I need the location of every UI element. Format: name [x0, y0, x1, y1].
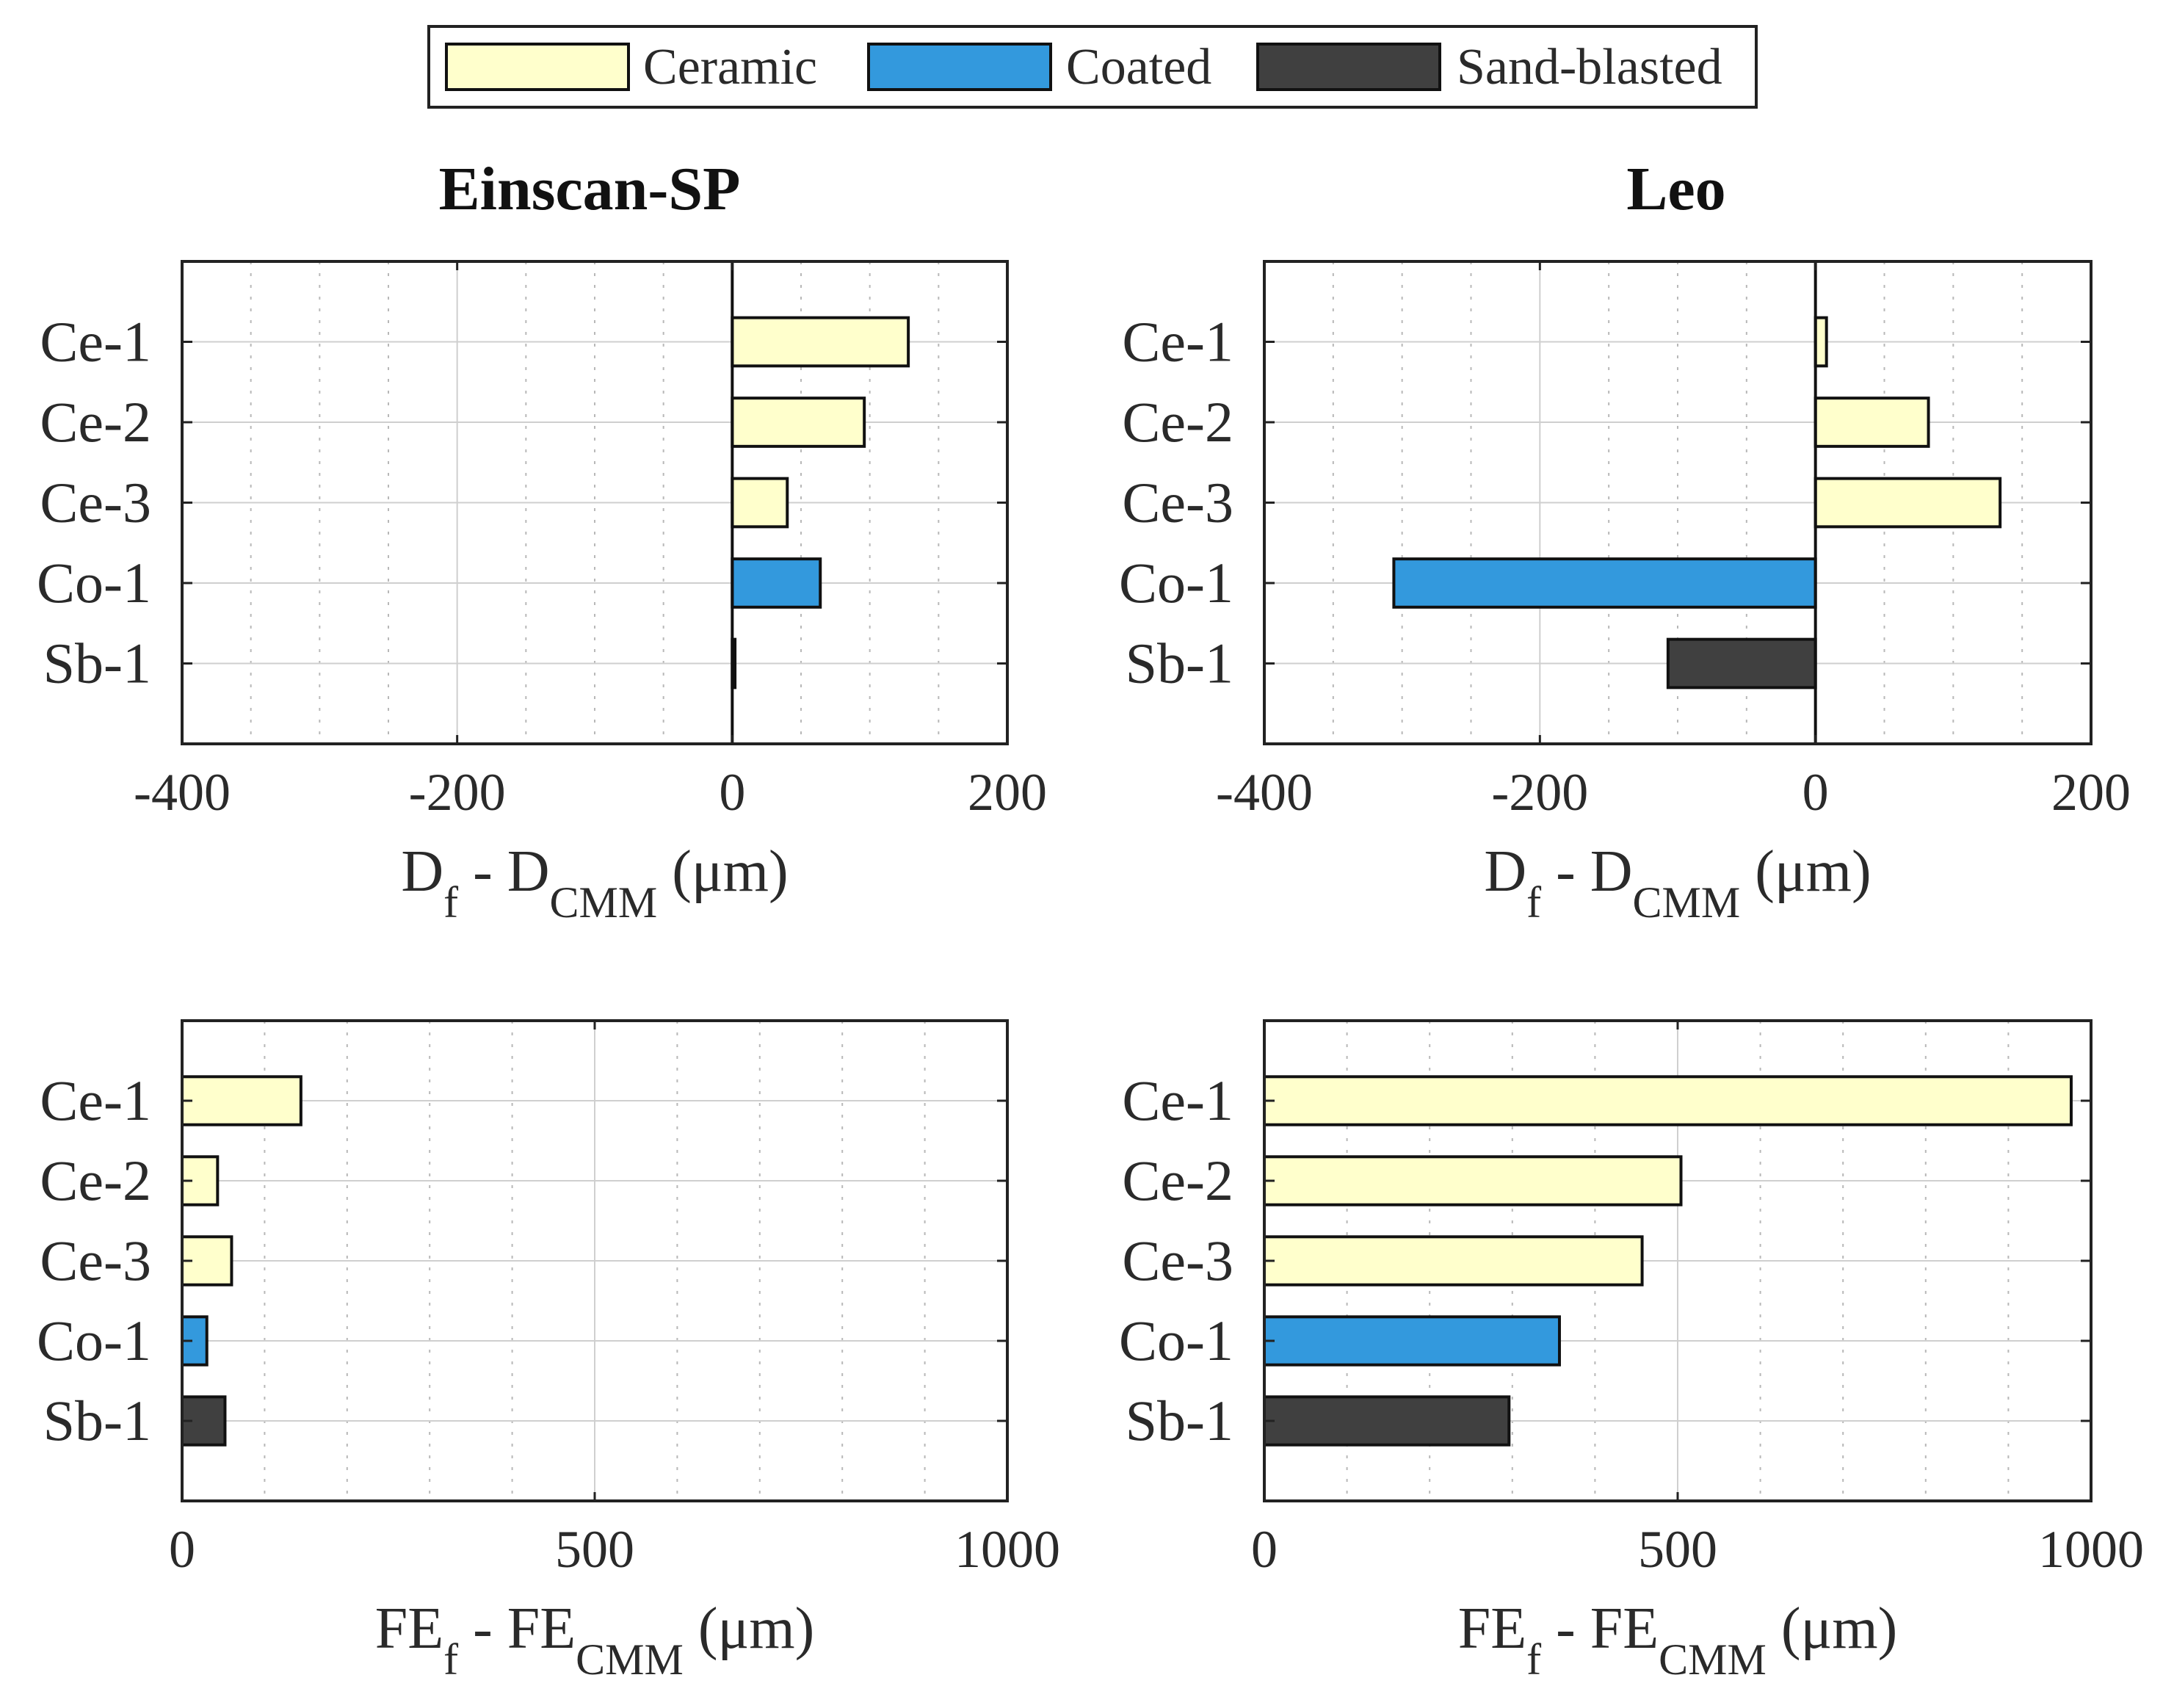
chart-0-x-axis-title-main: D — [401, 839, 443, 904]
chart-0-x-axis-title-mid: - D — [458, 839, 549, 904]
chart-2-x-axis-title-unit: (μm) — [684, 1596, 814, 1661]
chart-0-category-label: Ce-3 — [40, 471, 151, 535]
chart-3-x-axis-title-sub1: f — [1526, 1635, 1541, 1684]
chart-0-bar-ce-1 — [731, 316, 910, 368]
chart-2-x-tick-label: 500 — [555, 1520, 634, 1579]
chart-0-bar-ce-3 — [731, 477, 789, 529]
chart-1-bar-co-1 — [1392, 557, 1817, 609]
chart-1-bar-ce-3 — [1814, 477, 2002, 529]
chart-3-category-label: Ce-1 — [1122, 1068, 1233, 1132]
chart-1-x-tick-label: 200 — [2051, 763, 2131, 822]
chart-2-x-tick-label: 0 — [169, 1520, 195, 1579]
chart-3-x-axis-title-main: FE — [1458, 1596, 1526, 1661]
chart-3: 0 500 1000 Ce-1 Ce-2 Ce-3 Co-1 Sb-1 FEf - FECMM … — [1119, 1019, 2144, 1684]
chart-3-x-axis-title-unit: (μm) — [1767, 1596, 1897, 1661]
chart-1-bar-ce-2 — [1814, 397, 1930, 448]
chart-0-x-axis-title-unit: (μm) — [657, 839, 788, 904]
chart-1-x-tick-label: -200 — [1491, 763, 1588, 822]
chart-3-bar-ce-2 — [1263, 1155, 1683, 1206]
chart-1: Leo -400 -200 0 200 Ce-1 Ce-2 Ce-3 Co-1 Sb-1 Df - … — [1119, 155, 2131, 927]
chart-2-category-label: Ce-2 — [40, 1148, 151, 1212]
chart-1-x-axis-title-sub1: f — [1526, 878, 1541, 927]
chart-1-x-axis-title-unit: (μm) — [1740, 839, 1871, 904]
chart-2-category-label: Ce-3 — [40, 1228, 151, 1292]
chart-2-x-axis-title-mid: - FE — [458, 1596, 576, 1661]
chart-1-category-label: Ce-1 — [1122, 310, 1233, 374]
chart-0-x-axis-title-sub1: f — [443, 878, 458, 927]
chart-1-x-axis-title-sub2: CMM — [1633, 878, 1741, 927]
chart-0-category-label: Co-1 — [37, 551, 151, 615]
chart-0-bar-co-1 — [731, 557, 822, 609]
chart-3-x-tick-label: 500 — [1638, 1520, 1717, 1579]
chart-2-x-axis-title-main: FE — [375, 1596, 443, 1661]
legend-swatch-sand-blasted — [1256, 43, 1441, 91]
chart-1-category-label: Ce-3 — [1122, 471, 1233, 535]
chart-1-bar-sb-1 — [1666, 637, 1817, 690]
chart-0-bar-ce-2 — [731, 397, 866, 448]
chart-0-category-label: Ce-1 — [40, 310, 151, 374]
chart-1-x-axis-title: Df - DCMM (μm) — [1484, 839, 1871, 927]
chart-3-bar-ce-3 — [1263, 1235, 1644, 1287]
chart-0-x-axis-title-sub2: CMM — [550, 878, 658, 927]
chart-1-title: Leo — [1626, 155, 1725, 223]
chart-1-bar-ce-1 — [1814, 316, 1828, 368]
chart-3-category-label: Co-1 — [1119, 1309, 1233, 1372]
legend-label-sand-blasted: Sand-blasted — [1457, 39, 1722, 95]
legend-label-coated: Coated — [1066, 39, 1211, 95]
legend-label-ceramic: Ceramic — [643, 39, 817, 95]
chart-0-x-tick-label: -200 — [409, 763, 506, 822]
chart-0-category-label: Ce-2 — [40, 390, 151, 454]
chart-3-category-label: Ce-2 — [1122, 1148, 1233, 1212]
chart-0-x-tick-label: -400 — [134, 763, 231, 822]
charts: Einscan-SP -400 -200 0 200 Ce-1 Ce-2 Ce-3 Co-1 Sb… — [37, 155, 2144, 1684]
legend-swatch-ceramic — [445, 43, 630, 91]
chart-0-category-label: Sb-1 — [43, 632, 151, 695]
chart-2-category-label: Sb-1 — [43, 1389, 151, 1452]
chart-2-x-axis-title-sub1: f — [443, 1635, 458, 1684]
chart-3-x-tick-label: 0 — [1251, 1520, 1278, 1579]
chart-3-category-label: Sb-1 — [1126, 1389, 1233, 1452]
chart-3-x-axis-title-sub2: CMM — [1659, 1635, 1767, 1684]
chart-3-x-tick-label: 1000 — [2038, 1520, 2144, 1579]
chart-1-x-tick-label: 0 — [1802, 763, 1829, 822]
chart-3-bar-co-1 — [1263, 1315, 1561, 1367]
chart-2-x-tick-label: 1000 — [954, 1520, 1060, 1579]
legend-swatch-coated — [867, 43, 1052, 91]
chart-0-x-tick-label: 0 — [719, 763, 745, 822]
chart-3-category-label: Ce-3 — [1122, 1228, 1233, 1292]
legend: Ceramic Coated Sand-blasted — [427, 25, 1758, 109]
chart-2-category-label: Co-1 — [37, 1309, 151, 1372]
chart-3-bar-ce-1 — [1263, 1075, 2073, 1126]
chart-2-bar-ce-1 — [181, 1075, 302, 1126]
chart-1-category-label: Co-1 — [1119, 551, 1233, 615]
chart-0-x-axis-title: Df - DCMM (μm) — [401, 839, 788, 927]
chart-1-category-label: Sb-1 — [1126, 632, 1233, 695]
chart-3-x-axis-title-mid: - FE — [1541, 1596, 1659, 1661]
chart-2-category-label: Ce-1 — [40, 1068, 151, 1132]
chart-0-title: Einscan-SP — [439, 155, 741, 223]
chart-2-x-axis-title: FEf - FECMM (μm) — [375, 1596, 814, 1684]
chart-2-x-axis-title-sub2: CMM — [576, 1635, 684, 1684]
chart-1-x-tick-label: -400 — [1216, 763, 1313, 822]
chart-3-x-axis-title: FEf - FECMM (μm) — [1458, 1596, 1897, 1684]
chart-2: 0 500 1000 Ce-1 Ce-2 Ce-3 Co-1 Sb-1 FEf - FECMM … — [37, 1019, 1060, 1684]
chart-1-x-axis-title-mid: - D — [1541, 839, 1632, 904]
chart-3-bar-sb-1 — [1263, 1395, 1511, 1447]
legend-box — [427, 25, 1758, 109]
chart-0-x-tick-label: 200 — [968, 763, 1047, 822]
chart-1-x-axis-title-main: D — [1484, 839, 1526, 904]
chart-1-category-label: Ce-2 — [1122, 390, 1233, 454]
chart-0: Einscan-SP -400 -200 0 200 Ce-1 Ce-2 Ce-3 Co-1 Sb… — [37, 155, 1047, 927]
